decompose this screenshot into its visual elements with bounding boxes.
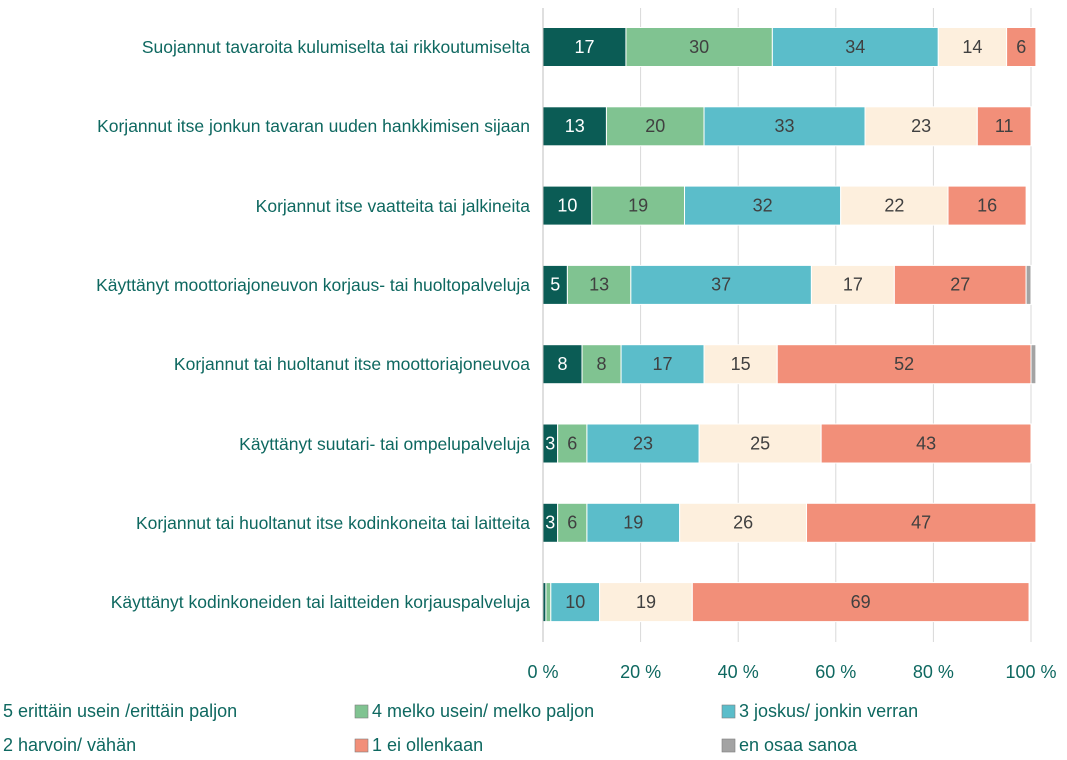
bar-segment [545, 582, 552, 623]
bar-segment [1006, 27, 1037, 67]
data-label: 17 [653, 354, 673, 374]
data-label: 25 [750, 433, 770, 453]
data-label: 13 [565, 116, 585, 136]
legend-swatch [721, 738, 736, 753]
bar-segment [771, 27, 939, 67]
data-label: 30 [689, 37, 709, 57]
category-label: Suojannut tavaroita kulumiselta tai rikk… [141, 37, 530, 57]
data-label: 17 [574, 37, 594, 57]
bar-segment [542, 106, 607, 147]
data-label: 15 [731, 354, 751, 374]
x-tick-label: 60 % [815, 662, 856, 682]
legend-label: 2 harvoin/ vähän [3, 735, 136, 755]
data-label: 37 [711, 275, 731, 295]
data-label: 5 [550, 275, 560, 295]
bar-segment [698, 423, 822, 464]
bar-segment [684, 185, 842, 226]
bar-segment [947, 185, 1027, 226]
bar-segment [630, 264, 812, 305]
bar-segment [679, 502, 808, 543]
bar-segment [864, 106, 978, 147]
data-label: 6 [1016, 37, 1026, 57]
bar-segment [691, 582, 1030, 623]
data-label: 19 [628, 195, 648, 215]
data-label: 17 [843, 275, 863, 295]
data-label: 16 [977, 195, 997, 215]
data-label: 69 [851, 592, 871, 612]
data-label: 23 [633, 433, 653, 453]
data-label: 23 [911, 116, 931, 136]
bar-segment [566, 264, 632, 305]
legend-swatch [354, 704, 369, 719]
data-label: 34 [845, 37, 865, 57]
bar-segment [820, 423, 1032, 464]
x-tick-label: 100 % [1005, 662, 1056, 682]
category-label: Korjannut itse vaatteita tai jalkineita [255, 195, 530, 216]
data-label: 3 [545, 513, 555, 533]
bar-segment [542, 264, 568, 305]
data-label: 11 [995, 116, 1014, 136]
data-label: 26 [733, 513, 753, 533]
bar-segment [776, 344, 1032, 385]
category-label: Käyttänyt suutari- tai ompelupalveluja [239, 433, 530, 454]
bar-segment [810, 264, 895, 305]
x-tick-label: 80 % [913, 662, 954, 682]
category-label: Käyttänyt moottoriajoneuvon korjaus- tai… [96, 274, 530, 295]
data-label: 43 [916, 433, 936, 453]
legend-swatch [354, 738, 369, 753]
data-label: 10 [557, 195, 577, 215]
legend-label: 5 erittäin usein /erittäin paljon [3, 701, 237, 721]
data-label: 3 [545, 433, 555, 453]
data-label: 8 [597, 354, 607, 374]
data-label: 13 [589, 275, 609, 295]
bar-segment [586, 502, 681, 543]
data-label: 27 [950, 275, 970, 295]
bar-segment [550, 582, 601, 623]
data-label: 8 [558, 354, 568, 374]
data-label: 22 [884, 195, 904, 215]
bar-segment [581, 344, 622, 385]
category-label: Käyttänyt kodinkoneiden tai laitteiden k… [110, 592, 530, 613]
bar-segment [1025, 264, 1032, 305]
legend-label: 1 ei ollenkaan [372, 735, 483, 755]
data-label: 32 [753, 195, 773, 215]
bar-segment [1030, 344, 1037, 385]
x-tick-label: 20 % [620, 662, 661, 682]
bar-segment [840, 185, 949, 226]
data-label: 19 [623, 513, 643, 533]
category-label: Korjannut tai huoltanut itse moottoriajo… [173, 354, 530, 375]
bar-segment [542, 27, 627, 67]
data-label: 20 [645, 116, 665, 136]
bar-segment [605, 106, 705, 147]
data-label: 14 [962, 37, 982, 57]
legend-swatch [721, 704, 736, 719]
data-label: 6 [567, 513, 577, 533]
data-label: 52 [894, 354, 914, 374]
x-tick-label: 0 % [527, 662, 558, 682]
category-label: Korjannut itse jonkun tavaran uuden hank… [97, 116, 530, 137]
data-label: 6 [567, 433, 577, 453]
bar-segment [625, 27, 773, 67]
data-label: 47 [911, 513, 931, 533]
bar-segment [542, 185, 593, 226]
bar-segment [806, 502, 1037, 543]
legend-label: 3 joskus/ jonkin verran [739, 701, 918, 721]
category-label: Korjannut tai huoltanut itse kodinkoneit… [135, 512, 530, 533]
bar-segment [893, 264, 1027, 305]
bar-segment [976, 106, 1032, 147]
bar-segment [937, 27, 1008, 67]
bar-segment [703, 344, 778, 385]
legend-label: en osaa sanoa [739, 735, 858, 755]
bar-segment [599, 582, 693, 623]
data-label: 33 [775, 116, 795, 136]
data-label: 19 [636, 592, 656, 612]
x-tick-label: 40 % [718, 662, 759, 682]
data-label: 10 [565, 592, 585, 612]
legend-label: 4 melko usein/ melko paljon [372, 701, 594, 721]
